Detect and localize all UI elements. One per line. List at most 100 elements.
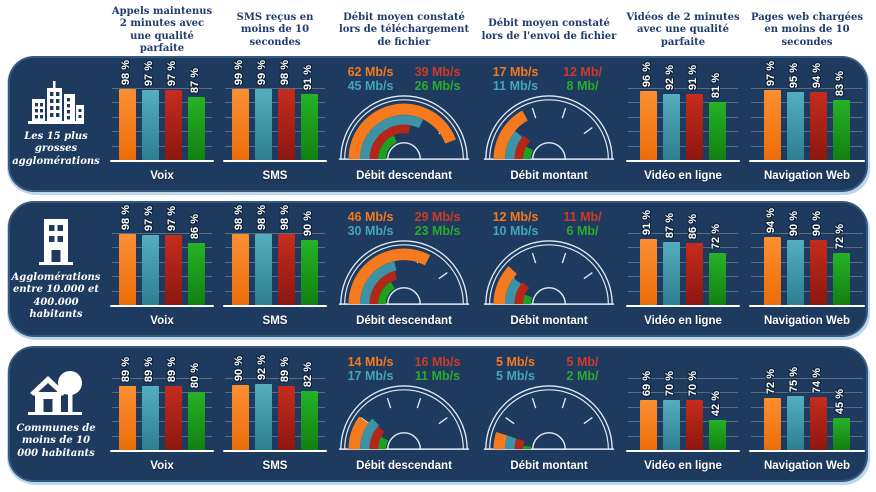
gauge-value-red: 16 Mb/s [414, 355, 461, 369]
bar-value-label: 96 % [640, 61, 653, 87]
bar-red [810, 396, 827, 450]
bar-red [810, 92, 827, 160]
bar-value-label: 95 % [787, 62, 800, 88]
column-header-debit-montant: Débit moyen constaté lors de l'envoi de … [481, 18, 617, 42]
gauge-value-green: 23 Mb/s [414, 224, 461, 239]
gauge-value-teal: 17 Mb/s [347, 369, 394, 384]
gridline [225, 116, 325, 118]
chart-caption: Débit descendant [356, 315, 452, 327]
gridline [751, 290, 863, 292]
gauge-chart-debit-descendant: 46 Mb/s 29 Mb/s 30 Mb/s 23 Mb/s Débit descen… [335, 203, 473, 335]
bar-value-label: 81 % [709, 72, 722, 98]
gauge-value-red: 12 Mb/ [563, 65, 602, 79]
bar-green [709, 253, 726, 305]
x-axis [626, 160, 740, 162]
row-label-cell: Les 15 plus grosses agglomérations [10, 58, 102, 190]
gauge-value-teal: 10 Mb/s [492, 224, 539, 239]
gridline [225, 102, 325, 104]
row-label: Communes de moins de 10 000 habitants [16, 422, 96, 459]
gauge-value-green: 6 Mb/ [566, 224, 599, 239]
bar-chart-voix: 98 % 97 % 97 % 87 % Voix [109, 58, 215, 190]
city-icon [28, 80, 84, 124]
bar-value-label: 98 % [278, 205, 291, 231]
gridline [112, 290, 212, 292]
gridline [751, 261, 863, 263]
x-axis [110, 305, 214, 307]
gridline [112, 102, 212, 104]
gauge-value-labels: 46 Mb/s 29 Mb/s 30 Mb/s 23 Mb/s [337, 210, 471, 239]
gridline [225, 233, 325, 234]
gridline [112, 421, 212, 423]
chart-caption: Vidéo en ligne [644, 170, 722, 182]
gauge-dial [483, 240, 615, 305]
bar-value-label: 97 % [165, 206, 178, 232]
gauge-value-teal: 5 Mb/s [496, 369, 535, 384]
bar-value-label: 90 % [232, 356, 245, 382]
panel-grosses-agglomerations: Les 15 plus grosses agglomérations 98 % 9… [8, 56, 868, 192]
row-label-cell: Agglomérations entre 10.000 et 400.000 h… [10, 203, 102, 335]
row-label-cell: Communes de moins de 10 000 habitants [10, 348, 102, 480]
gridline [628, 131, 738, 133]
gridline [751, 145, 863, 147]
gauge-value-green: 8 Mb/ [566, 79, 599, 94]
column-header-debit-descendant: Débit moyen constaté lors de téléchargem… [338, 11, 470, 48]
bar-value-label: 94 % [810, 63, 823, 89]
bar-value-label: 72 % [709, 224, 722, 250]
gauge-value-labels: 17 Mb/s 12 Mb/11 Mb/s 8 Mb/ [482, 65, 616, 94]
bar-value-label: 70 % [686, 370, 699, 396]
gridline [751, 131, 863, 133]
bar-value-label: 72 % [764, 369, 777, 395]
bar-value-label: 74 % [810, 367, 823, 393]
bar-value-label: 89 % [278, 356, 291, 382]
bar-value-label: 86 % [188, 214, 201, 240]
bar-chart-video-en-ligne: 69 % 70 % 70 % 42 % Vidéo en ligne [625, 348, 741, 480]
bar-chart-sms: 98 % 98 % 98 % 90 % SMS [222, 203, 328, 335]
bar-value-label: 99 % [232, 59, 245, 85]
gridline [225, 290, 325, 292]
gauge-dial [338, 385, 470, 450]
gauge-chart-debit-descendant: 62 Mb/s 39 Mb/s 45 Mb/s 26 Mb/s Débit descen… [335, 58, 473, 190]
chart-caption: Navigation Web [763, 315, 851, 327]
bar-red [686, 94, 703, 160]
gridline [112, 233, 212, 234]
gauge-value-orange: 5 Mb/s [496, 355, 535, 369]
bar-chart-video-en-ligne: 96 % 92 % 91 % 81 % Vidéo en ligne [625, 58, 741, 190]
x-axis [749, 160, 865, 162]
x-axis [110, 450, 214, 452]
bar-value-label: 97 % [142, 206, 155, 232]
bar-orange [640, 90, 657, 160]
gridline [628, 102, 738, 104]
chart-caption: Vidéo en ligne [644, 460, 722, 472]
bar-value-label: 90 % [301, 211, 314, 237]
bar-orange [232, 88, 249, 160]
bar-value-label: 45 % [833, 388, 846, 414]
gauge-chart-debit-descendant: 14 Mb/s 16 Mb/s 17 Mb/s 11 Mb/s Débit descen… [335, 348, 473, 480]
gridline [112, 116, 212, 118]
bar-green [709, 101, 726, 160]
gauge-value-red: 39 Mb/s [414, 65, 461, 79]
gauge-chart-debit-montant: 17 Mb/s 12 Mb/11 Mb/s 8 Mb/Débit montant [480, 58, 618, 190]
bar-value-label: 92 % [663, 64, 676, 90]
bar-green [301, 390, 318, 450]
gridline [751, 102, 863, 104]
gridline [751, 406, 863, 408]
gauge-value-teal: 11 Mb/s [492, 79, 539, 94]
gridline [628, 406, 738, 408]
gauge-value-green: 26 Mb/s [414, 79, 461, 94]
gauge-value-orange: 62 Mb/s [347, 65, 394, 79]
gauge-value-labels: 5 Mb/s 5 Mb/5 Mb/s 2 Mb/ [482, 355, 616, 384]
bar-chart-navigation-web: 72 % 75 % 74 % 45 % Navigation Web [748, 348, 866, 480]
bar-chart-video-en-ligne: 91 % 87 % 86 % 72 % Vidéo en ligne [625, 203, 741, 335]
bar-orange [764, 237, 781, 305]
gridline [112, 406, 212, 408]
bar-orange [640, 400, 657, 450]
gridline [225, 392, 325, 394]
bar-value-label: 91 % [301, 65, 314, 91]
gauge-value-orange: 17 Mb/s [492, 65, 539, 79]
bar-orange [232, 385, 249, 450]
bar-value-label: 98 % [232, 205, 245, 231]
building-icon [39, 218, 73, 265]
bar-red [810, 240, 827, 305]
gridline [628, 276, 738, 278]
gauge-value-green: 11 Mb/s [414, 369, 461, 384]
